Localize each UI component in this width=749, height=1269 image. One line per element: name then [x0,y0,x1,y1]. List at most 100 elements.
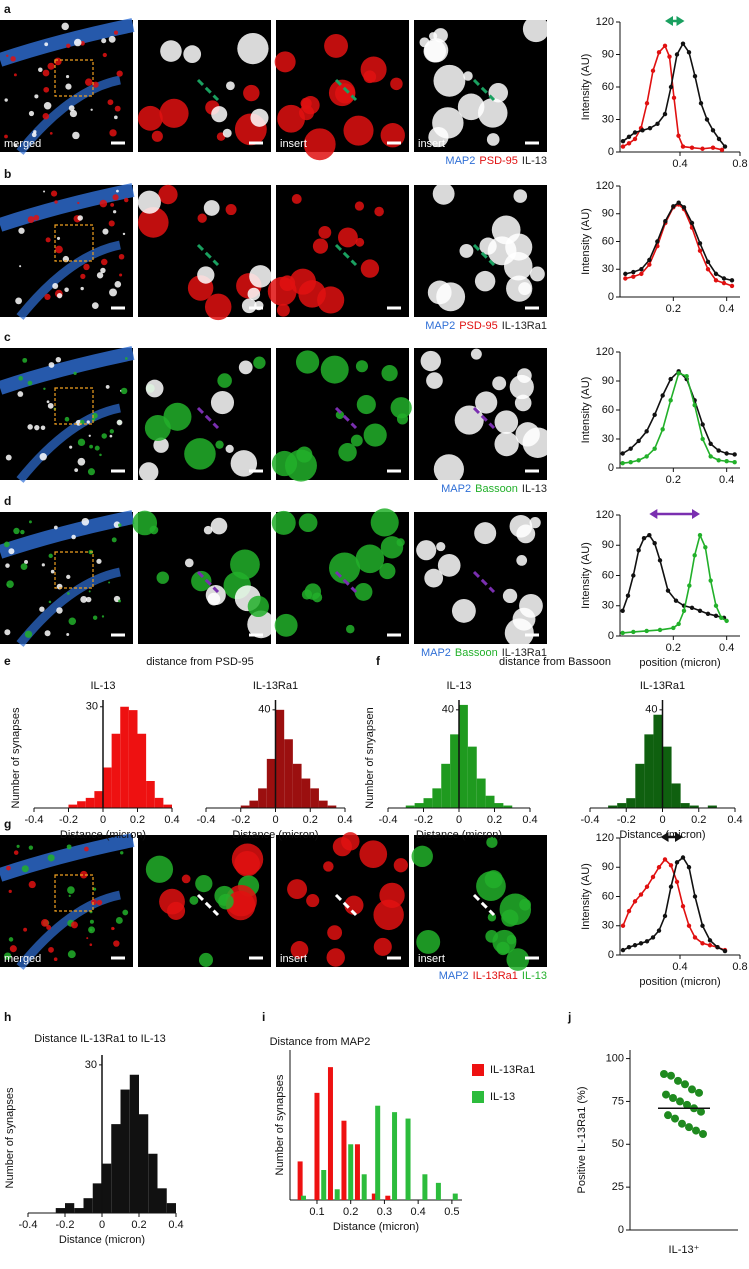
y-tick-label: 90 [602,48,614,60]
panel-letter: b [4,167,11,181]
histogram-bar [148,1153,158,1213]
puncta [230,549,260,580]
profile-point [620,630,625,636]
puncta [226,81,235,91]
puncta [433,28,448,43]
y-tick-label: 25 [612,1181,624,1193]
puncta [70,921,78,929]
puncta [124,197,129,203]
puncta [56,292,63,299]
puncta [67,886,75,894]
x-tick-label: 0 [456,814,462,826]
x-tick-label: 0.8 [732,961,747,973]
puncta [48,362,55,368]
profile-point [700,923,705,928]
puncta [91,899,97,906]
puncta [27,380,33,386]
puncta [101,615,105,618]
dot [685,1123,693,1132]
puncta [6,865,11,871]
y-tick-label: 30 [602,920,614,932]
histogram-bar [450,734,459,808]
profile-point [676,133,681,138]
x-tick-label: 0.1 [309,1206,324,1218]
profile-point [671,95,677,101]
profile-point [663,218,668,224]
profile-point [681,608,687,613]
puncta [89,943,93,946]
puncta [335,410,345,420]
puncta [4,98,8,102]
profile-point [692,935,698,940]
channel-name: Bassoon [475,483,518,495]
puncta [529,517,541,529]
puncta [85,596,92,603]
dot [676,1097,684,1106]
puncta [380,536,404,559]
bar [385,1195,391,1200]
puncta [42,112,50,120]
profile-point [632,899,638,904]
x-tick-label: 0.3 [377,1206,392,1218]
puncta [27,216,35,223]
profile-point [620,947,626,953]
profile-line [334,570,358,594]
puncta [225,444,234,454]
profile-point [707,938,713,943]
profile-point [705,267,711,272]
y-tick-label: 120 [596,346,614,358]
puncta [379,562,396,580]
profile-line [472,78,496,102]
y-tick-label: 60 [602,235,614,247]
x-tick-label: -0.4 [197,814,216,826]
x-tick-label: 0.4 [411,1206,426,1218]
channel-name: PSD-95 [479,155,518,167]
puncta [74,468,79,472]
histogram-bar [635,763,645,808]
puncta [4,134,8,139]
profile-point [698,101,704,106]
puncta [84,78,93,86]
bar [405,1118,411,1200]
puncta [428,126,449,148]
puncta [355,544,385,574]
profile-point [684,373,689,379]
puncta [516,555,528,566]
panel-letter: d [4,494,11,508]
profile-point [626,141,632,146]
puncta [56,583,63,590]
y-tick-label: 120 [596,180,614,192]
x-axis-label: Distance (micron) [232,829,318,841]
profile-point [662,857,668,862]
puncta [39,453,47,461]
histogram-bar [240,805,250,808]
dot [692,1126,700,1135]
puncta [506,948,530,971]
profile-point [708,454,713,459]
puncta [89,444,93,449]
puncta [39,606,45,612]
profile-point [665,588,671,593]
profile-point [655,239,660,244]
puncta [66,43,71,49]
puncta [73,38,82,47]
puncta [512,607,536,631]
puncta [13,143,18,148]
puncta [346,624,355,634]
x-tick-label: 0.4 [168,1219,183,1231]
x-axis-label: Distance (micron) [333,1221,419,1233]
puncta [337,227,358,248]
puncta [5,563,10,568]
profile-point [662,43,668,49]
puncta [158,184,178,205]
profile-point [724,459,729,464]
puncta [225,204,237,216]
puncta [486,133,500,146]
puncta [184,438,216,470]
profile-point [716,448,721,453]
puncta [277,104,305,133]
histogram-bar [137,733,147,808]
histogram-bar [157,1188,167,1213]
profile-point [668,884,674,889]
x-tick-label: 0.4 [164,814,179,826]
